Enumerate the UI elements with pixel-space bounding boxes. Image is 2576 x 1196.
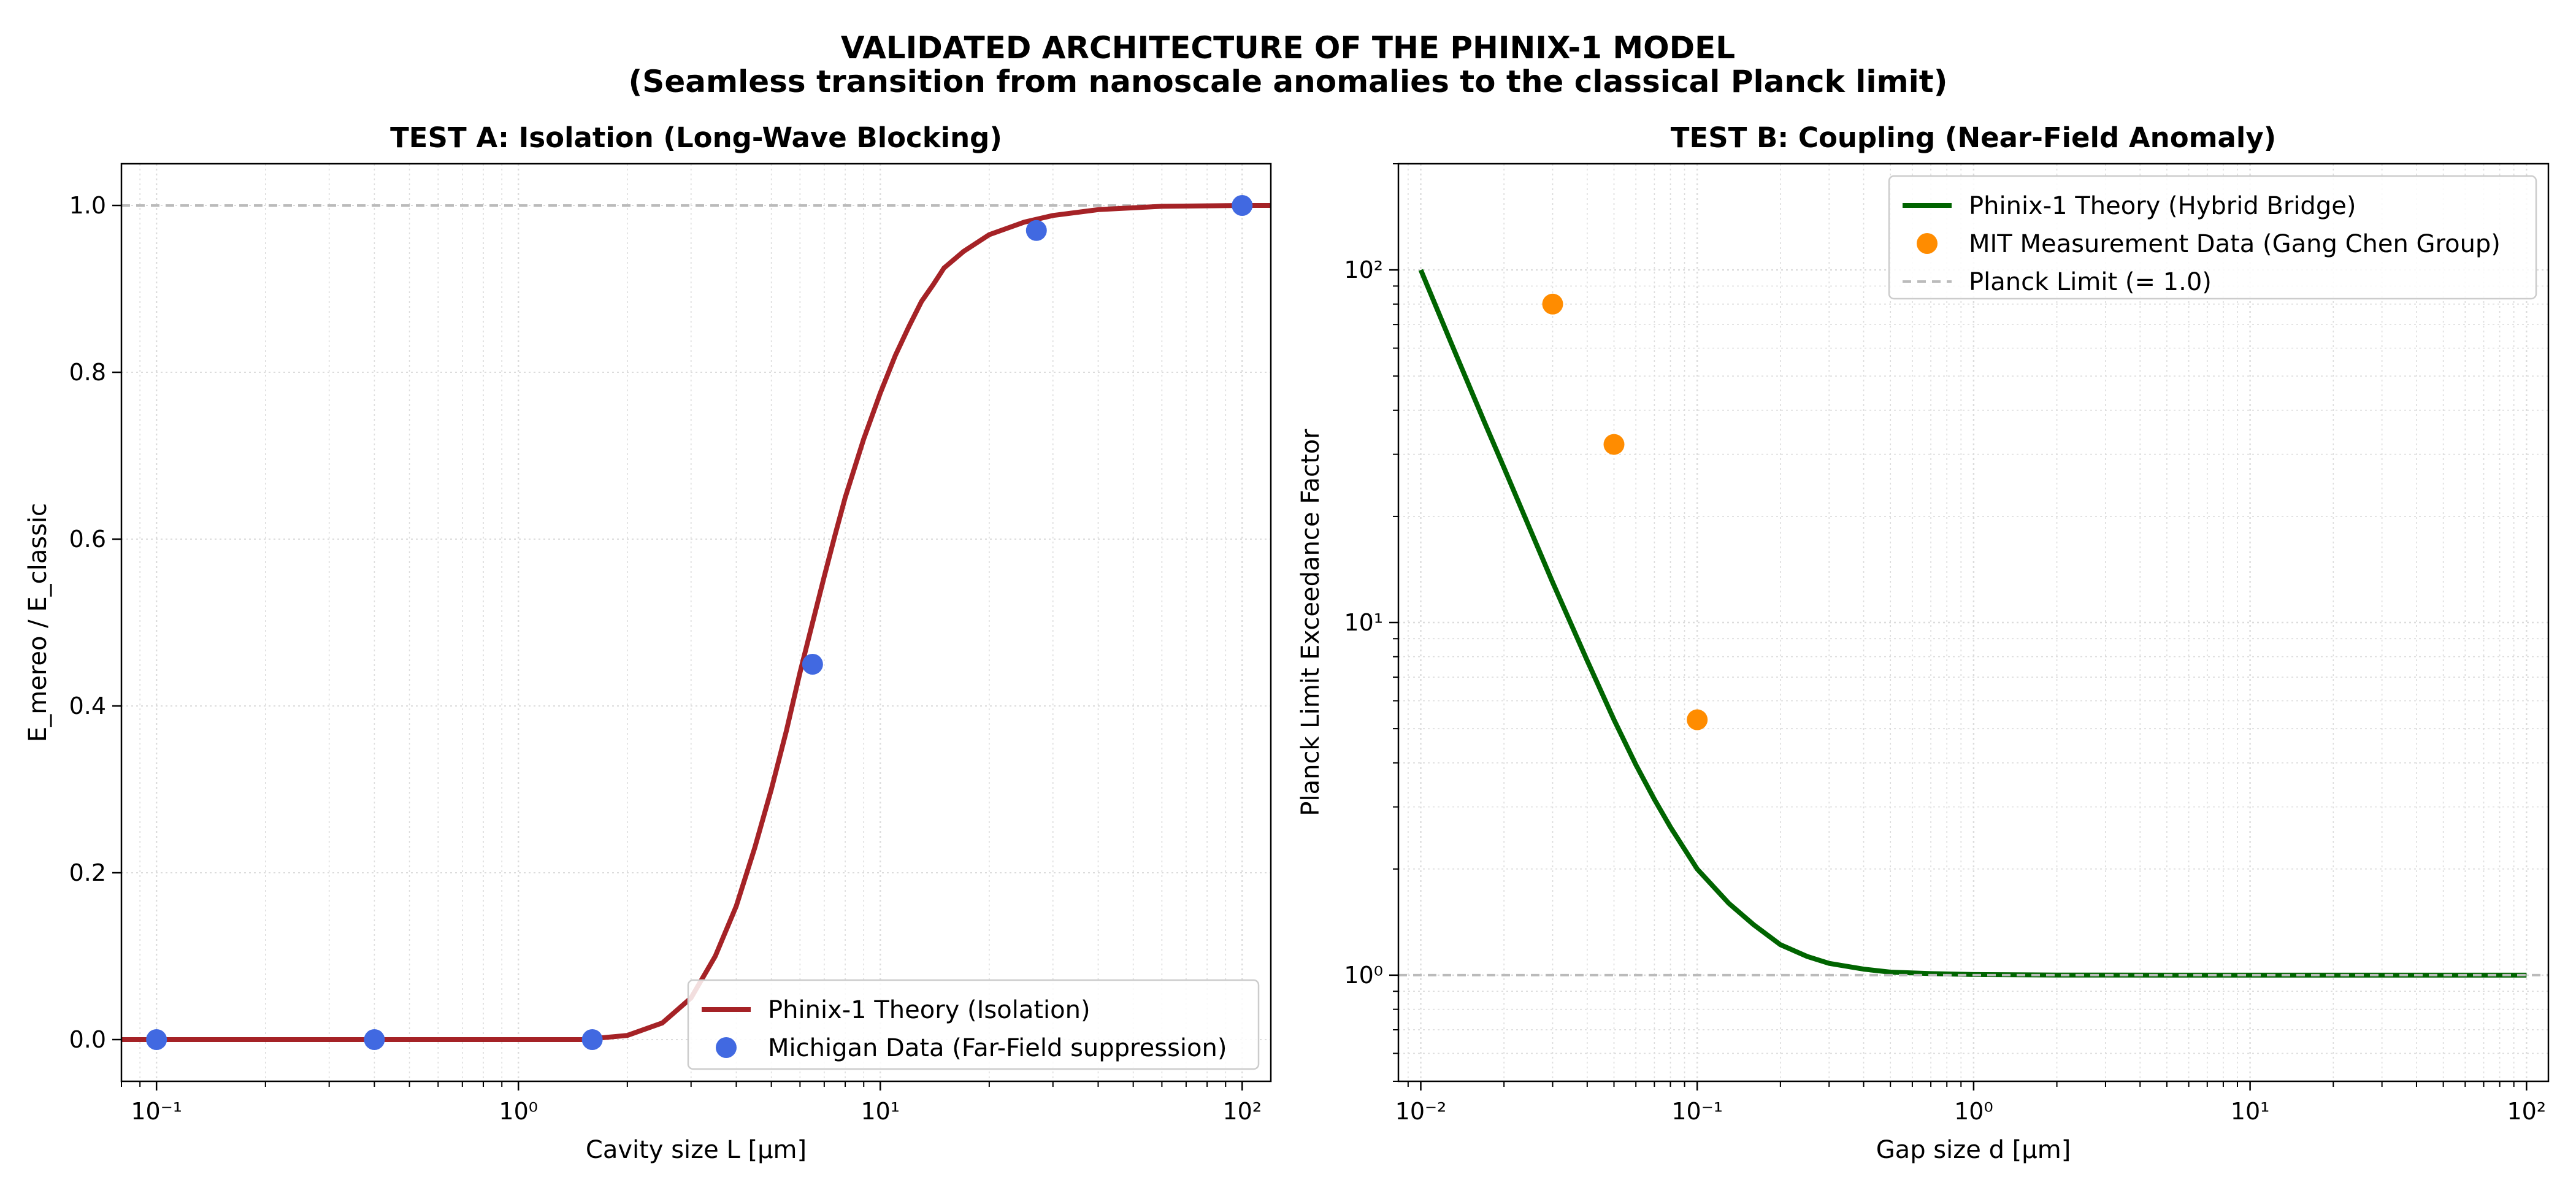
x-tick-label: 10²: [1222, 1098, 1262, 1125]
legend-box: [1888, 175, 2537, 300]
data-point: [1687, 709, 1708, 730]
x-tick-label: 10²: [2507, 1098, 2547, 1125]
series-line-0: [121, 203, 1271, 1042]
figure-title-line1: VALIDATED ARCHITECTURE OF THE PHINIX-1 M…: [841, 30, 1735, 66]
x-tick-label: 10⁻²: [1395, 1098, 1447, 1125]
x-tick-label: 10¹: [861, 1098, 900, 1125]
data-point: [581, 1029, 603, 1050]
y-tick-label: 0.8: [69, 359, 106, 386]
grid: [1398, 164, 2548, 1081]
legend-box: [687, 979, 1260, 1070]
legend-label: Phinix-1 Theory (Isolation): [768, 996, 1091, 1024]
legend-label: MIT Measurement Data (Gang Chen Group): [1969, 230, 2501, 258]
y-tick-label: 0.2: [69, 859, 106, 886]
x-tick-label: 10¹: [2231, 1098, 2270, 1125]
legend-marker: [1917, 233, 1938, 254]
chart-test-a: 10⁻¹ 10⁰ 10¹ 10² 0.0 0.2 0.4 0.6 0.8 1.0 TEST A: I…: [24, 121, 1272, 1164]
y-tick-label: 10¹: [1344, 609, 1383, 636]
axes-title: TEST B: Coupling (Near-Field Anomaly): [1671, 121, 2276, 154]
data-point: [1232, 195, 1253, 216]
chart-test-b: 10⁻² 10⁻¹ 10⁰ 10¹ 10² 10⁰ 10¹ 10² TEST B: Coupli…: [1297, 121, 2550, 1164]
x-tick-label: 10⁰: [1954, 1098, 1993, 1125]
data-point: [1025, 220, 1047, 241]
x-axis-label: Gap size d [µm]: [1876, 1136, 2071, 1164]
x-tick-label: 10⁰: [499, 1098, 538, 1125]
y-tick-label: 10²: [1344, 256, 1383, 283]
data-point: [364, 1029, 385, 1050]
x-axis-label: Cavity size L [µm]: [586, 1136, 807, 1164]
axes-frame: [120, 163, 1272, 1083]
data-point: [1603, 434, 1625, 455]
x-tick-label: 10⁻¹: [131, 1098, 182, 1125]
legend-label: Michigan Data (Far-Field suppression): [768, 1034, 1227, 1062]
data-point: [146, 1029, 167, 1050]
data-point: [802, 654, 823, 675]
legend-label: Planck Limit (= 1.0): [1969, 268, 2212, 296]
y-axis-label: Planck Limit Exceedance Factor: [1297, 429, 1325, 816]
y-tick-label: 0.4: [69, 692, 106, 719]
y-tick-label: 0.0: [69, 1026, 106, 1053]
y-axis-label: E_mereo / E_classic: [24, 503, 52, 742]
y-tick-label: 0.6: [69, 526, 106, 553]
y-tick-label: 1.0: [69, 192, 106, 219]
x-tick-label: 10⁻¹: [1671, 1098, 1723, 1125]
axes-title: TEST A: Isolation (Long-Wave Blocking): [390, 121, 1002, 154]
legend-label: Phinix-1 Theory (Hybrid Bridge): [1969, 192, 2356, 220]
figure-title-line2: (Seamless transition from nanoscale anom…: [628, 64, 1947, 99]
y-tick-label: 10⁰: [1344, 962, 1383, 989]
data-point: [1542, 293, 1563, 315]
legend-marker: [716, 1037, 737, 1058]
